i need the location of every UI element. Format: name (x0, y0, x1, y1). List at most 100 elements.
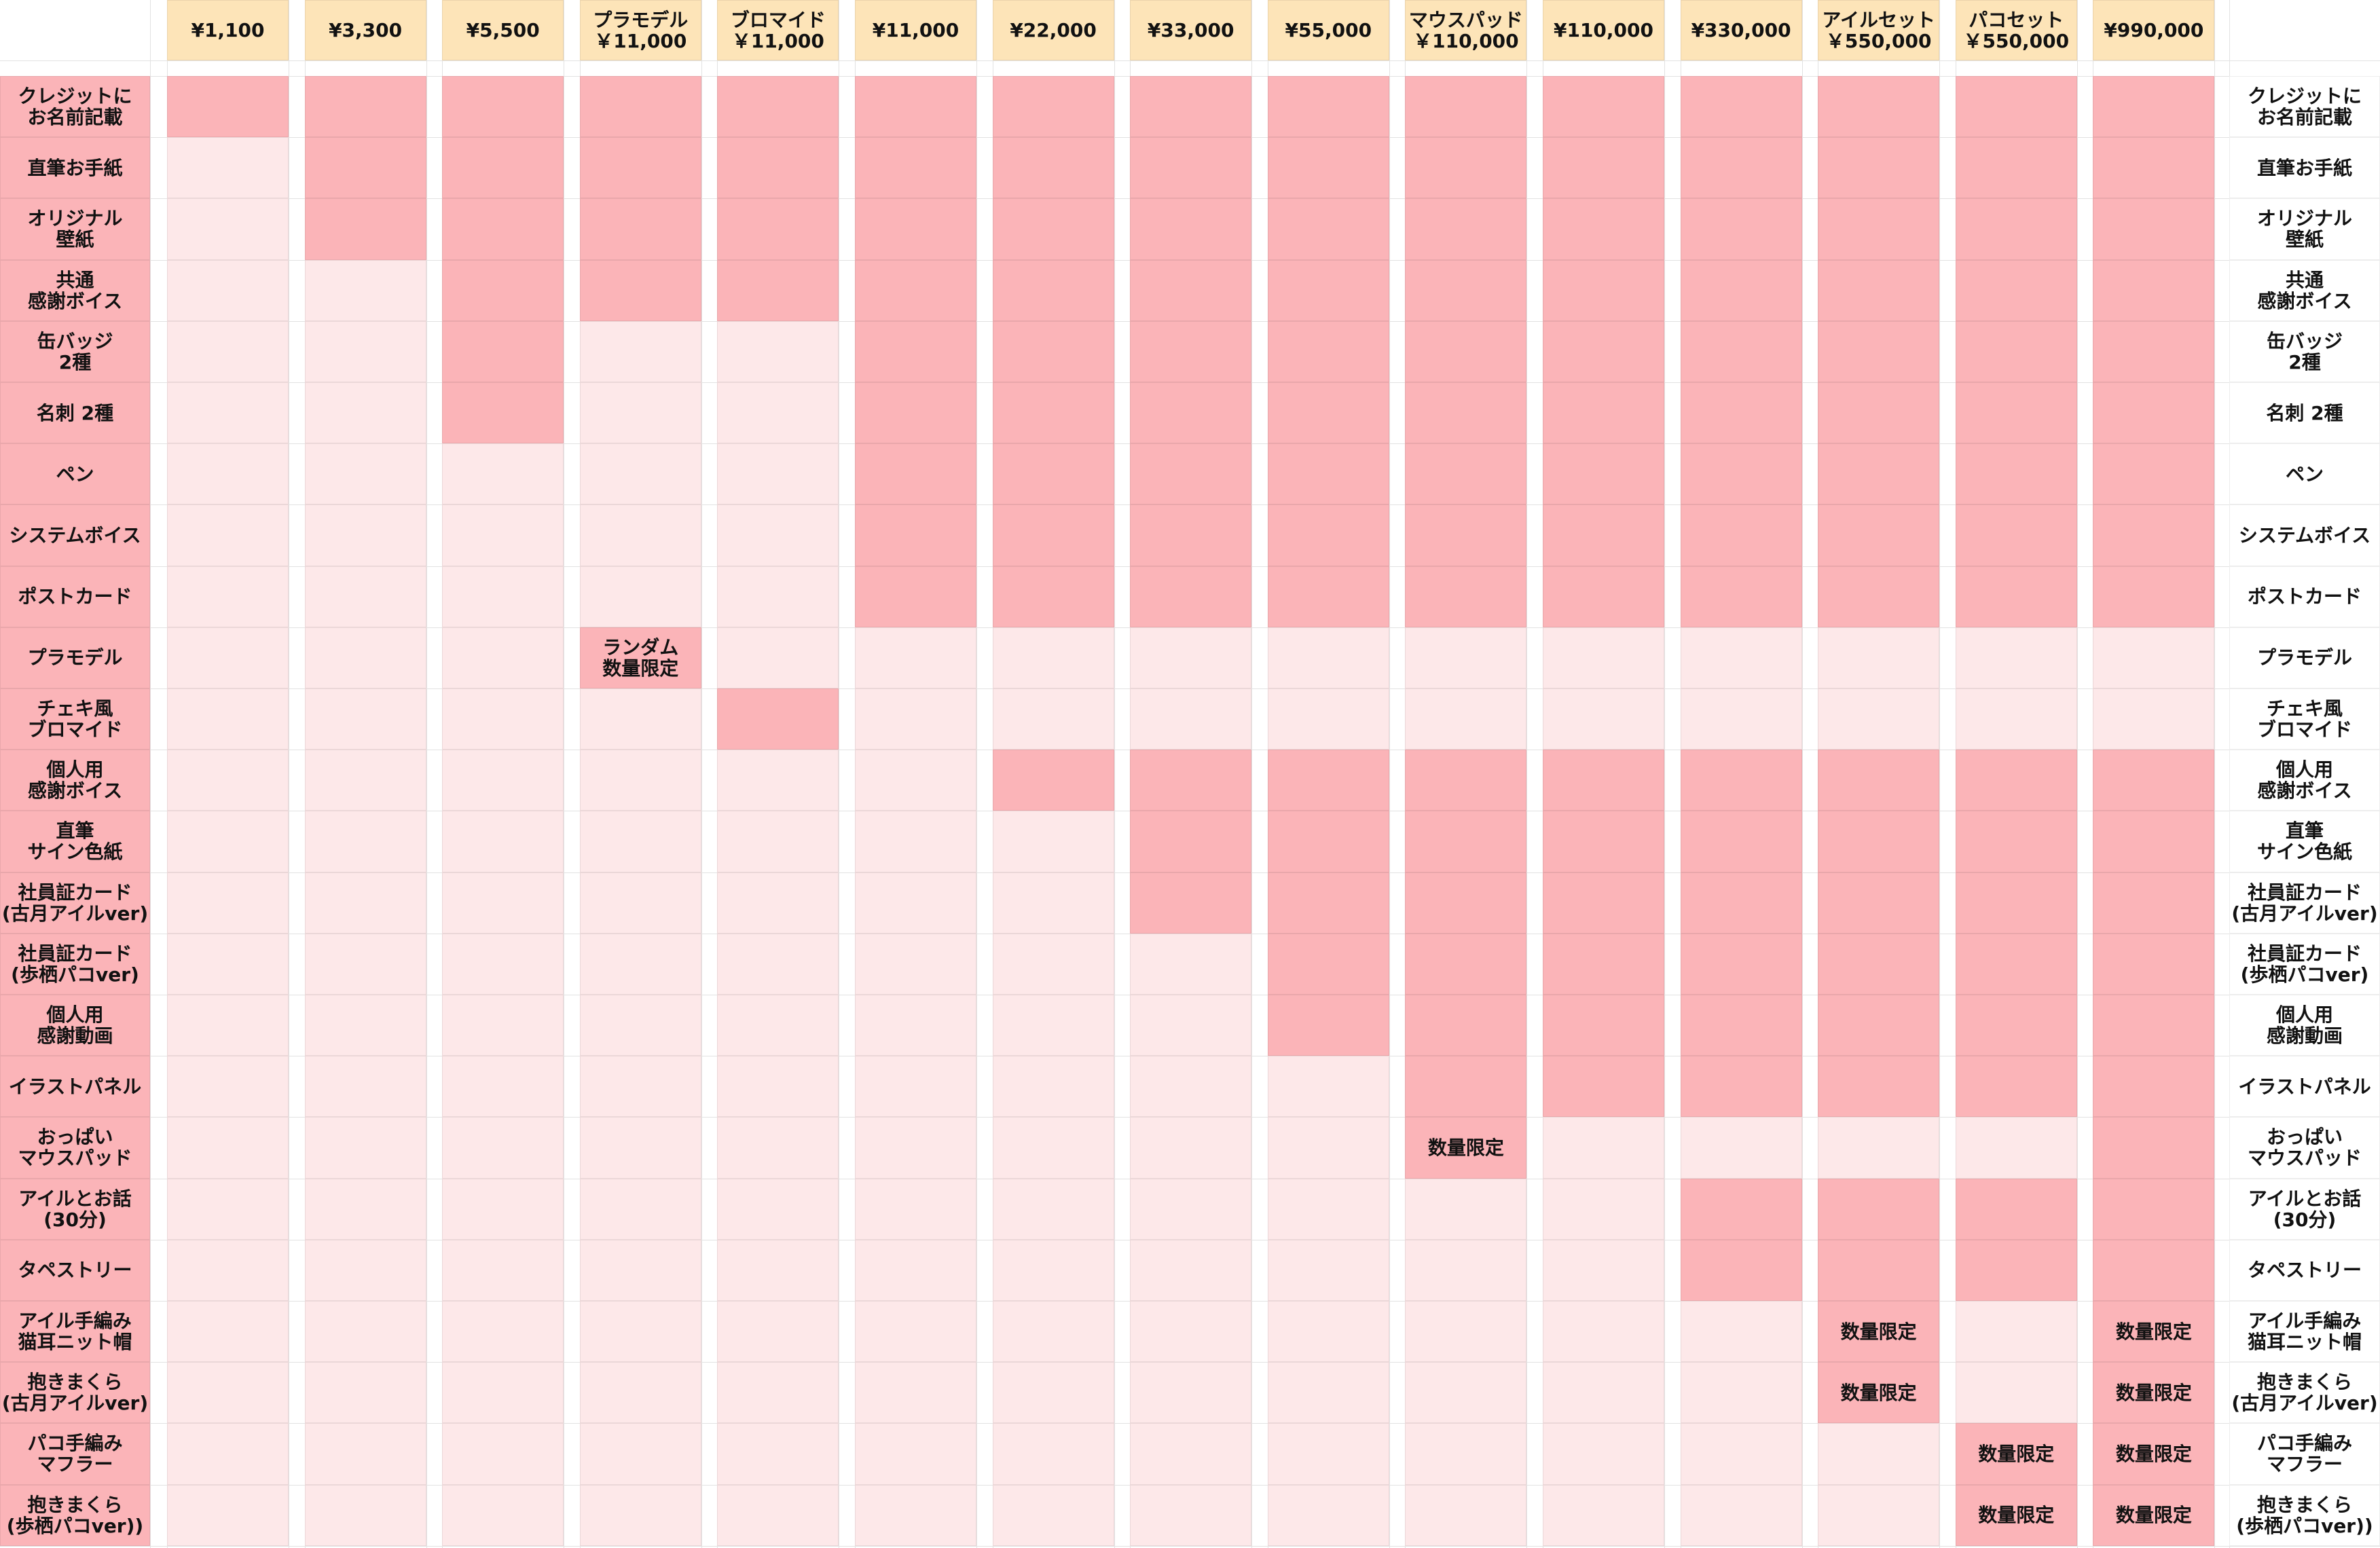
cell (442, 566, 564, 627)
cell (1543, 382, 1664, 444)
row-label: アイルとお話 (30分) (2229, 1178, 2380, 1240)
cell (304, 1117, 426, 1179)
cell (1130, 1423, 1252, 1485)
cell (1818, 76, 1940, 138)
cell (442, 76, 564, 138)
cell (1955, 259, 2077, 321)
cell (1543, 1117, 1664, 1179)
cell (1267, 198, 1389, 260)
cell (2093, 1178, 2215, 1240)
cell (1130, 566, 1252, 627)
row-label: 抱きまくら (古月アイルver) (0, 1362, 150, 1424)
cell (1680, 750, 1802, 811)
cell (1818, 811, 1940, 872)
cell (2093, 137, 2215, 199)
row-label: タペストリー (2229, 1239, 2380, 1301)
cell (304, 627, 426, 688)
grid-line (1389, 0, 1390, 1548)
cell (304, 259, 426, 321)
cell (1267, 382, 1389, 444)
cell (1267, 1484, 1389, 1546)
cell (442, 688, 564, 750)
cell (855, 76, 976, 138)
cell (579, 137, 701, 199)
cell (992, 872, 1114, 934)
cell (1543, 566, 1664, 627)
cell (579, 566, 701, 627)
cell (1130, 1362, 1252, 1424)
cell (855, 566, 976, 627)
grid-line (2077, 0, 2078, 1548)
cell (304, 504, 426, 566)
cell (579, 811, 701, 872)
cell (1267, 688, 1389, 750)
cell (1818, 443, 1940, 505)
cell (1405, 627, 1527, 688)
cell (2093, 259, 2215, 321)
row-label: チェキ風 ブロマイド (0, 688, 150, 750)
cell (167, 688, 289, 750)
row-label: おっぱい マウスパッド (0, 1117, 150, 1179)
cell (167, 995, 289, 1056)
cell (1955, 811, 2077, 872)
cell (1405, 933, 1527, 995)
cell (579, 1239, 701, 1301)
cell (167, 1239, 289, 1301)
cell (1680, 259, 1802, 321)
cell (1955, 627, 2077, 688)
cell (717, 259, 839, 321)
cell (442, 811, 564, 872)
cell (717, 1301, 839, 1363)
cell (1818, 504, 1940, 566)
cell (1405, 198, 1527, 260)
grid-line (2214, 0, 2215, 1548)
cell (1543, 933, 1664, 995)
cell (442, 137, 564, 199)
cell (855, 1239, 976, 1301)
column-header: ¥990,000 (2093, 0, 2215, 60)
cell (992, 995, 1114, 1056)
row-label: 直筆 サイン色紙 (2229, 811, 2380, 872)
cell (579, 1301, 701, 1363)
row-label: イラストパネル (2229, 1056, 2380, 1118)
cell (1543, 995, 1664, 1056)
cell (1405, 382, 1527, 444)
cell (717, 443, 839, 505)
column-header: パコセット ￥550,000 (1955, 0, 2077, 60)
cell (1955, 1117, 2077, 1179)
row-label: プラモデル (2229, 627, 2380, 688)
cell (1818, 1484, 1940, 1546)
cell (992, 1239, 1114, 1301)
cell (717, 811, 839, 872)
cell (1405, 259, 1527, 321)
cell (167, 1484, 289, 1546)
cell (1405, 137, 1527, 199)
row-label: アイルとお話 (30分) (0, 1178, 150, 1240)
cell (1267, 933, 1389, 995)
cell (1130, 1117, 1252, 1179)
cell (442, 443, 564, 505)
cell (442, 320, 564, 382)
row-label: 直筆 サイン色紙 (0, 811, 150, 872)
cell (1405, 1484, 1527, 1546)
cell (855, 504, 976, 566)
cell (1130, 750, 1252, 811)
cell (992, 76, 1114, 138)
cell (717, 627, 839, 688)
row-label: 共通 感謝ボイス (0, 259, 150, 321)
cell (1818, 1117, 1940, 1179)
cell (1405, 1056, 1527, 1118)
cell (1543, 1178, 1664, 1240)
cell (1267, 1362, 1389, 1424)
cell (1818, 198, 1940, 260)
cell (1680, 443, 1802, 505)
cell (442, 1423, 564, 1485)
cell (1818, 627, 1940, 688)
cell (1130, 1484, 1252, 1546)
cell (1680, 1484, 1802, 1546)
cell (1543, 1423, 1664, 1485)
cell (1267, 566, 1389, 627)
cell (1680, 1362, 1802, 1424)
cell (1405, 1362, 1527, 1424)
cell (1955, 76, 2077, 138)
